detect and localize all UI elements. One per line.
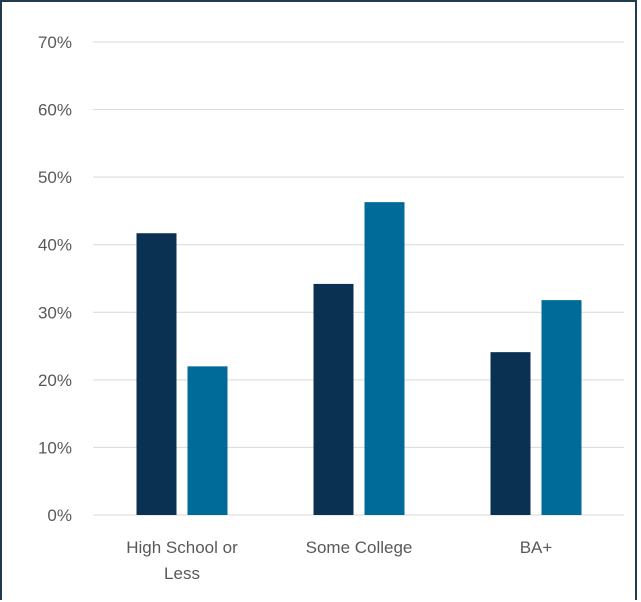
- y-tick-label: 50%: [38, 168, 72, 187]
- y-tick-label: 20%: [38, 371, 72, 390]
- x-category-label-line: Some College: [306, 538, 413, 557]
- y-axis-ticks: 0% 10% 20% 30% 40% 50% 60% 70%: [38, 33, 72, 525]
- y-tick-label: 10%: [38, 438, 72, 457]
- bar-series-1-cat-3: [490, 352, 531, 515]
- y-tick-label: 40%: [38, 236, 72, 255]
- bar-series-1-cat-2: [313, 283, 354, 515]
- y-tick-label: 60%: [38, 101, 72, 120]
- y-tick-label: 70%: [38, 33, 72, 52]
- bars: [136, 202, 582, 515]
- x-category-label: BA+: [520, 538, 553, 557]
- x-category-label-line: High School or: [126, 538, 238, 557]
- x-category-label: Some College: [306, 538, 413, 557]
- gridlines: [93, 41, 624, 516]
- bar-series-2-cat-3: [541, 300, 582, 515]
- bar-series-2-cat-2: [364, 202, 405, 515]
- bar-series-1-cat-1: [136, 233, 177, 515]
- x-category-label-line: BA+: [520, 538, 553, 557]
- x-axis-labels: High School or Less Some College BA+: [126, 538, 552, 583]
- x-category-label: High School or Less: [126, 538, 238, 583]
- y-tick-label: 30%: [38, 303, 72, 322]
- x-category-label-line: Less: [164, 564, 200, 583]
- bar-series-2-cat-1: [187, 366, 228, 515]
- y-tick-label: 0%: [47, 506, 72, 525]
